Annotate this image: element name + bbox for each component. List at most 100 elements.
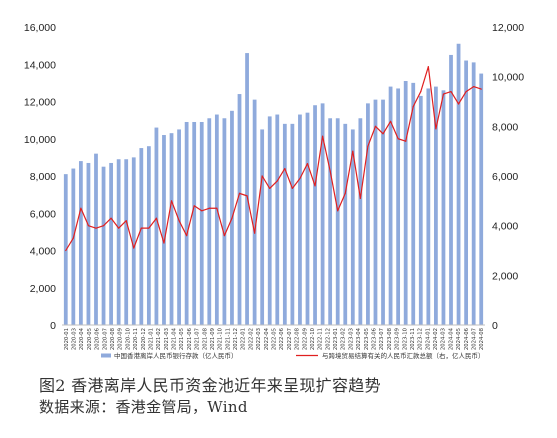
bar bbox=[418, 95, 423, 325]
line-point bbox=[80, 207, 82, 209]
line-point bbox=[231, 217, 233, 219]
y-left-tick-label: 8,000 bbox=[30, 171, 56, 183]
line-point bbox=[457, 103, 460, 105]
legend-swatch-deposits bbox=[101, 353, 111, 358]
line-point bbox=[208, 207, 210, 209]
line-point bbox=[435, 128, 437, 130]
x-tick-label: 2024-03 bbox=[441, 328, 447, 350]
bar bbox=[396, 88, 401, 326]
x-tick-label: 2021-09 bbox=[210, 328, 216, 350]
line-point bbox=[397, 138, 399, 140]
bar bbox=[426, 88, 431, 326]
x-tick-label: 2021-01 bbox=[148, 328, 154, 350]
y-right-tick-label: 6,000 bbox=[492, 171, 518, 183]
bar bbox=[177, 129, 181, 325]
line-point bbox=[125, 220, 127, 222]
line-point bbox=[193, 205, 195, 207]
line-point bbox=[178, 220, 180, 222]
line-point bbox=[254, 232, 256, 234]
line-point bbox=[65, 249, 67, 252]
line-point bbox=[269, 187, 271, 190]
x-tick-label: 2020-08 bbox=[110, 327, 116, 350]
line-point bbox=[427, 66, 429, 68]
y-left-tick-label: 16,000 bbox=[24, 22, 56, 34]
bar bbox=[101, 166, 106, 325]
bar bbox=[298, 114, 302, 325]
line-point bbox=[389, 120, 392, 122]
bar bbox=[479, 73, 484, 325]
bar bbox=[139, 148, 144, 325]
line-point bbox=[291, 187, 293, 190]
x-tick-label: 2022-11 bbox=[318, 328, 324, 350]
y-right-tick-label: 2,000 bbox=[492, 270, 518, 282]
line-point bbox=[163, 242, 165, 244]
bar-series bbox=[63, 43, 484, 326]
x-tick-label: 2023-01 bbox=[333, 328, 339, 350]
line-point bbox=[276, 180, 278, 182]
line-point bbox=[284, 167, 286, 170]
x-axis: 2020-01 2020-03 2020-04 2020-05 2020-06 2020-… bbox=[62, 324, 485, 350]
y-right-tick-label: 10,000 bbox=[492, 72, 524, 84]
bar bbox=[434, 86, 438, 325]
legend-label-remittance: 与跨境贸易结算有关的人民币汇款总额（右，亿人民币） bbox=[322, 351, 485, 360]
x-tick-label: 2024-05 bbox=[456, 328, 462, 350]
x-tick-label: 2020-12 bbox=[141, 328, 147, 350]
x-tick-label: 2023-09 bbox=[395, 328, 401, 350]
x-tick-label: 2024-02 bbox=[433, 328, 439, 350]
line-point bbox=[480, 88, 482, 90]
line-point bbox=[148, 227, 150, 229]
bar bbox=[199, 121, 204, 325]
bar bbox=[71, 168, 76, 325]
line-point bbox=[367, 145, 369, 147]
bar bbox=[366, 103, 370, 325]
line-point bbox=[87, 225, 90, 227]
line-point bbox=[329, 170, 331, 172]
line-point bbox=[473, 86, 475, 88]
line-point bbox=[246, 195, 248, 197]
x-tick-label: 2023-12 bbox=[418, 328, 424, 350]
bar bbox=[237, 94, 242, 325]
bar bbox=[94, 153, 98, 325]
line-point bbox=[442, 93, 445, 95]
line-point bbox=[133, 247, 135, 249]
x-tick-label: 2023-04 bbox=[356, 327, 362, 350]
bar bbox=[373, 99, 378, 325]
bar bbox=[184, 121, 189, 325]
bar bbox=[456, 43, 461, 325]
line-point bbox=[170, 200, 173, 202]
bar bbox=[471, 62, 476, 325]
line-point bbox=[450, 90, 452, 93]
x-tick-label: 2020-03 bbox=[72, 328, 78, 350]
bar bbox=[169, 133, 174, 325]
bar bbox=[358, 118, 363, 325]
line-point bbox=[405, 140, 407, 142]
bar bbox=[86, 162, 91, 325]
line-point bbox=[216, 207, 218, 209]
x-tick-label: 2024-08 bbox=[479, 327, 485, 350]
bar bbox=[116, 159, 121, 325]
line-point bbox=[140, 227, 142, 229]
y-right-tick-label: 4,000 bbox=[492, 221, 518, 233]
line-point bbox=[72, 237, 74, 239]
bar bbox=[388, 86, 393, 325]
x-tick-label: 2021-11 bbox=[225, 328, 231, 350]
y-axis-left: 0 2,000 4,000 6,000 8,000 10,000 12,000 14,000 1… bbox=[24, 22, 56, 332]
bar bbox=[154, 127, 159, 325]
y-left-tick-label: 0 bbox=[50, 320, 56, 332]
bar bbox=[464, 60, 469, 326]
legend-label-deposits: 中国香港离岸人民币银行存款（亿人民币） bbox=[114, 351, 238, 360]
x-tick-label: 2022-09 bbox=[302, 328, 308, 350]
line-path bbox=[65, 66, 482, 251]
x-tick-label: 2023-03 bbox=[348, 328, 354, 350]
bar bbox=[411, 82, 416, 325]
y-right-tick-label: 0 bbox=[492, 320, 498, 332]
line-point bbox=[102, 225, 105, 227]
x-tick-label: 2023-10 bbox=[402, 327, 408, 350]
bar bbox=[381, 99, 385, 325]
line-point bbox=[223, 235, 226, 237]
bar bbox=[214, 114, 219, 325]
y-left-tick-label: 14,000 bbox=[24, 59, 56, 71]
figure-title: 图2 香港离岸人民币资金池近年来呈现扩容趋势 bbox=[39, 376, 381, 395]
line-point bbox=[155, 217, 158, 219]
bar bbox=[146, 146, 151, 325]
